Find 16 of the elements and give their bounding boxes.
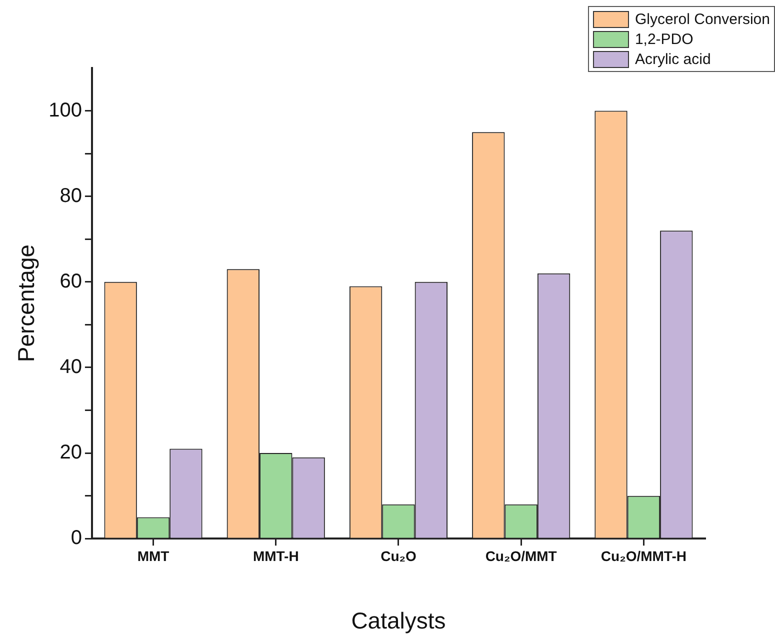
legend-label: 1,2-PDO [634, 30, 694, 48]
y-tick-label: 100 [48, 99, 82, 122]
y-tick-label: 0 [70, 527, 82, 550]
x-tick-label: Cu₂O [380, 548, 416, 564]
legend-label: Glycerol Conversion [634, 10, 770, 28]
y-tick-label: 20 [60, 442, 82, 464]
y-tick-label: 80 [60, 184, 82, 207]
x-tick-label: MMT-H [252, 548, 299, 564]
y-axis-title: Percentage [13, 244, 40, 362]
y-tick-label: 60 [60, 270, 82, 292]
x-tick-label: Cu₂O/MMT [485, 548, 558, 564]
y-tick-label: 40 [60, 356, 82, 378]
x-tick-label: MMT [137, 548, 170, 564]
x-axis-title: Catalysts [351, 608, 446, 634]
x-tick-label: Cu₂O/MMT-H [600, 548, 686, 564]
legend-label: Acrylic acid [634, 50, 711, 68]
